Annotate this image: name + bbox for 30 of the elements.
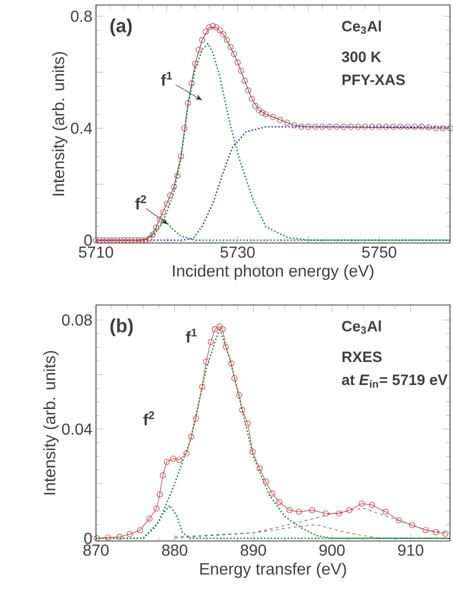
annotation: (a) <box>110 18 132 36</box>
annotation: (b) <box>110 318 133 336</box>
x-tick-label: 5750 <box>362 246 396 258</box>
y-axis-title: Intensity (arb. units) <box>52 52 68 196</box>
x-axis-title: Incident photon energy (eV) <box>173 264 374 280</box>
x-tick-label: 910 <box>398 544 424 556</box>
y-tick-label: 0 <box>84 532 92 544</box>
x-tick-label: 880 <box>162 544 188 556</box>
annotation: f$^{1}$ <box>161 72 172 86</box>
annotation: RXES <box>342 352 382 362</box>
x-tick-label: 870 <box>84 544 109 556</box>
y-tick-label: 0.4 <box>71 122 92 134</box>
y-axis-title: Intensity (arb. units) <box>43 351 59 494</box>
annotation: 300 K <box>342 52 382 62</box>
annotation: at E$_{in}$= 5719 eV <box>342 374 448 388</box>
annotation: f$^{1}$ <box>186 328 197 343</box>
x-tick-label: 890 <box>240 544 266 556</box>
y-tick-label: 0.08 <box>62 314 92 326</box>
annotation: f$^{2}$ <box>135 195 146 210</box>
x-axis-title: Energy transfer (eV) <box>200 562 346 578</box>
y-tick-label: 0.04 <box>62 424 92 435</box>
x-tick-label: 5730 <box>220 246 255 258</box>
annotation: PFY-XAS <box>342 74 406 86</box>
x-tick-label: 900 <box>320 544 345 556</box>
y-tick-label: 0 <box>84 234 92 246</box>
x-tick-label: 5710 <box>79 246 114 258</box>
y-tick-label: 0.8 <box>71 10 92 22</box>
annotation: Ce$_{3}$Al <box>342 20 381 34</box>
annotation: f$^{2}$ <box>144 411 154 426</box>
annotation: Ce$_{3}$Al <box>342 320 381 334</box>
